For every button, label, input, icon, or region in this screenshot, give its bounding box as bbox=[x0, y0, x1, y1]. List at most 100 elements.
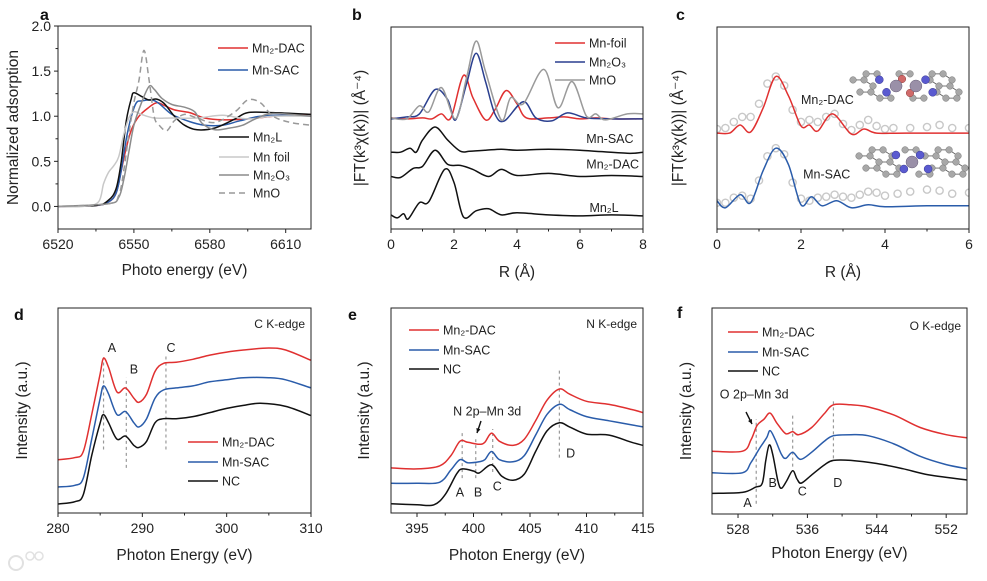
x-tick-label: 300 bbox=[215, 520, 239, 536]
data-point bbox=[847, 193, 856, 202]
data-point bbox=[805, 115, 814, 125]
panel-c-plot-area bbox=[717, 72, 969, 209]
y-tick-label: 0.0 bbox=[32, 198, 52, 214]
x-tick-label: 6 bbox=[965, 236, 973, 252]
annotation-label: Mn₂-DAC bbox=[801, 93, 854, 107]
panel-e: e 395 400 405 410 415 Photon Energy (eV) Intens… bbox=[348, 307, 655, 564]
annotation-label: B bbox=[474, 486, 482, 500]
legend-entry: Mn₂L bbox=[219, 131, 282, 145]
data-point bbox=[821, 112, 831, 122]
x-tick-label: 405 bbox=[518, 520, 542, 536]
nitrogen-atom bbox=[875, 75, 884, 84]
legend-entry: Mn₂O₃ bbox=[219, 169, 290, 183]
legend-entry: Mn-foil bbox=[555, 37, 627, 51]
legend-label: Mn₂O₃ bbox=[589, 56, 626, 70]
panel-c-plot-frame bbox=[716, 26, 970, 230]
legend-label: MnO bbox=[589, 74, 616, 88]
legend-label: Mn-SAC bbox=[762, 346, 809, 360]
panel-b-label: b bbox=[352, 7, 362, 24]
manganese-atom bbox=[909, 79, 923, 93]
y-tick-label: 1.5 bbox=[32, 63, 52, 79]
watermark-logo-icon bbox=[8, 551, 44, 571]
x-axis-label: Photon Energy (eV) bbox=[116, 547, 252, 564]
x-axis-label: Photo energy (eV) bbox=[122, 262, 248, 279]
data-point bbox=[863, 115, 873, 125]
data-point bbox=[872, 121, 881, 131]
data-point bbox=[763, 79, 772, 88]
data-point bbox=[893, 189, 902, 198]
nitrogen-atom bbox=[923, 164, 933, 174]
annotation-label: N 2p–Mn 3d bbox=[453, 405, 521, 419]
x-tick-label: 0 bbox=[387, 236, 395, 252]
oxygen-atom bbox=[897, 74, 907, 84]
legend-entry: Mn₂O₃ bbox=[555, 56, 626, 70]
series-line-Mn-SAC-fit bbox=[717, 147, 969, 209]
legend-entry: Mn₂-DAC bbox=[409, 324, 496, 338]
x-tick-label: 528 bbox=[726, 521, 750, 537]
series-line-Mn₂L bbox=[58, 92, 311, 208]
data-point bbox=[737, 112, 747, 122]
x-axis-label: R (Å) bbox=[825, 264, 861, 281]
annotation-label: Mn-SAC bbox=[803, 168, 850, 182]
legend-label: NC bbox=[222, 475, 240, 489]
data-point bbox=[964, 123, 969, 133]
series-line-Mn₂-DAC bbox=[58, 347, 311, 461]
annotation-label: C bbox=[166, 341, 175, 355]
data-point bbox=[947, 123, 957, 133]
x-tick-label: 544 bbox=[865, 521, 889, 537]
data-point bbox=[964, 188, 969, 197]
panel-d-plot-frame bbox=[57, 307, 312, 514]
annotation-label: B bbox=[130, 363, 138, 377]
series-line-Mn₂O₃ bbox=[391, 52, 643, 123]
x-tick-label: 415 bbox=[631, 520, 655, 536]
nitrogen-atom bbox=[891, 150, 901, 160]
arrow-icon bbox=[745, 411, 753, 425]
data-point bbox=[729, 117, 739, 127]
legend-label: Mn₂O₃ bbox=[253, 169, 290, 183]
annotation-label: D bbox=[833, 476, 842, 490]
y-axis-label: Intensity (a.u.) bbox=[678, 362, 695, 460]
data-point bbox=[872, 188, 881, 197]
data-point bbox=[935, 120, 944, 130]
panel-f-plot-frame bbox=[711, 307, 968, 515]
series-line-Mn-SAC bbox=[58, 376, 311, 488]
series-line-Mn₂-DAC bbox=[712, 403, 967, 453]
y-axis-label: Normalized adsorption bbox=[5, 50, 22, 205]
data-point bbox=[721, 123, 730, 133]
data-point bbox=[721, 198, 730, 208]
legend-label: MnO bbox=[253, 187, 280, 201]
annotation-label: D bbox=[566, 447, 575, 461]
legend-label: Mn-SAC bbox=[222, 456, 269, 470]
y-tick-label: 2.0 bbox=[32, 18, 52, 34]
legend-entry: MnO bbox=[555, 74, 616, 88]
y-axis-label: Intensity (a.u.) bbox=[356, 361, 373, 459]
data-point bbox=[889, 123, 898, 133]
data-point bbox=[880, 124, 890, 134]
series-line-Mn-SAC bbox=[391, 403, 643, 485]
legend-entry: Mn₂-DAC bbox=[728, 326, 815, 340]
legend-label: Mn-foil bbox=[589, 37, 627, 51]
series-line-Mn₂-DAC bbox=[391, 149, 643, 179]
data-point bbox=[863, 187, 873, 196]
x-tick-label: 400 bbox=[462, 520, 486, 536]
legend-entry: NC bbox=[728, 365, 780, 379]
legend-entry: Mn-SAC bbox=[409, 344, 490, 358]
nitrogen-atom bbox=[899, 164, 909, 174]
panel-a-plot-area bbox=[58, 49, 311, 208]
data-point bbox=[746, 112, 755, 122]
legend-entry: Mn-SAC bbox=[218, 64, 299, 78]
series-line-Mn-foil bbox=[391, 74, 643, 121]
panel-f-label: f bbox=[677, 305, 683, 322]
panel-f: f 528 536 544 552 Photon Energy (eV) Intensity… bbox=[677, 305, 968, 562]
data-point bbox=[855, 120, 865, 130]
panel-f-plot-area bbox=[712, 400, 967, 504]
x-axis-label: Photon Energy (eV) bbox=[771, 545, 907, 562]
nitrogen-atom bbox=[915, 150, 925, 160]
panel-a-plot-frame bbox=[57, 25, 312, 230]
annotation-label: Mn₂-DAC bbox=[586, 157, 639, 171]
annotation-label: C bbox=[798, 484, 807, 498]
mn-sac-structure-icon bbox=[855, 146, 969, 178]
x-tick-label: 280 bbox=[46, 520, 70, 536]
legend-entry: NC bbox=[409, 363, 461, 377]
annotation-label: O 2p–Mn 3d bbox=[720, 388, 789, 402]
